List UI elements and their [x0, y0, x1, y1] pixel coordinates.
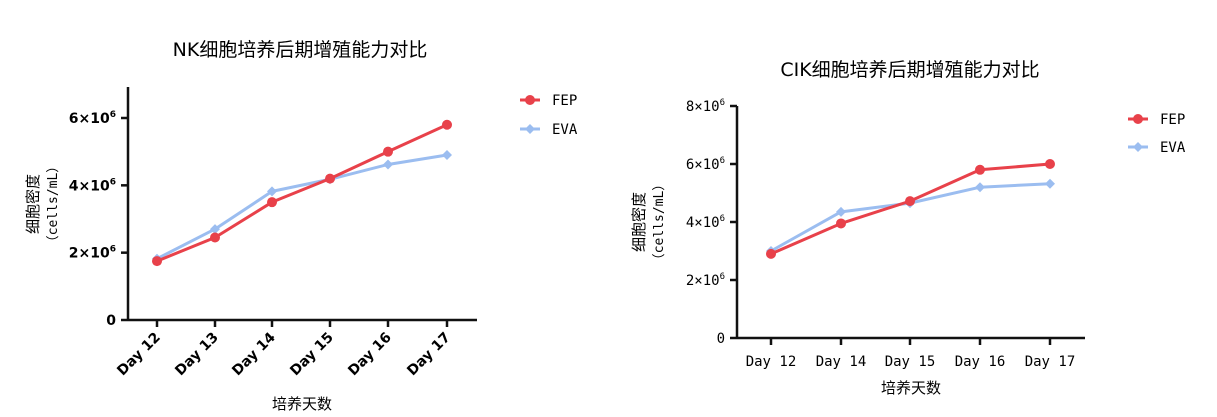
nk-eva-point	[210, 224, 220, 235]
nk-y-tick-exponent: 6	[110, 110, 116, 120]
cik-fep-point	[1045, 159, 1055, 169]
cik-legend-label-eva: EVA	[1160, 140, 1186, 156]
nk-legend-label-eva: EVA	[552, 122, 578, 138]
nk-x-tick-label: Day 14	[229, 329, 279, 379]
nk-x-tick-label: Day 16	[345, 330, 395, 380]
cik-chart-title: CIK细胞培养后期增殖能力对比	[780, 59, 1039, 81]
cik-ylabel: 细胞密度	[630, 192, 648, 252]
cik-fep-point	[905, 196, 915, 207]
cik-x-tick-label: Day 14	[816, 354, 867, 370]
cik-chart: CIK细胞培养后期增殖能力对比 0 2×106 4×106 6×106 8×106 Da…	[630, 59, 1186, 397]
nk-y-ticks: 0 2×106 4×106 6×106	[69, 110, 128, 329]
nk-y-tick-exponent: 6	[110, 245, 116, 255]
nk-y-tick-label: 0	[106, 313, 116, 329]
nk-eva-point	[442, 150, 452, 161]
cik-y-tick-exponent: 6	[720, 272, 725, 282]
cik-ylabel-unit: （cells/mL）	[652, 178, 667, 267]
cik-eva-point	[836, 206, 846, 217]
cik-x-tick-label: Day 16	[955, 354, 1006, 370]
nk-legend: FEP EVA	[520, 93, 578, 138]
cik-y-tick-label: 8×106	[686, 98, 725, 115]
nk-legend-marker-eva	[525, 124, 535, 134]
nk-y-tick-label: 2×106	[69, 245, 116, 262]
nk-fep-point	[325, 173, 335, 184]
nk-legend-item-fep: FEP	[520, 93, 577, 109]
nk-y-tick-exponent: 6	[110, 177, 116, 187]
nk-fep-point	[383, 146, 393, 157]
cik-x-ticks: Day 12 Day 14 Day 15 Day 16 Day 17	[746, 338, 1076, 370]
nk-ylabel-unit: （cells/mL）	[46, 160, 61, 249]
cik-legend-marker-fep	[1133, 114, 1143, 124]
nk-y-tick-label: 4×106	[69, 177, 116, 194]
cik-y-ticks: 0 2×106 4×106 6×106 8×106	[686, 98, 737, 347]
nk-legend-item-eva: EVA	[520, 122, 578, 138]
nk-eva-line	[156, 153, 448, 261]
cik-legend-item-fep: FEP	[1128, 112, 1185, 128]
cik-fep-point	[975, 164, 985, 175]
nk-fep-point	[210, 232, 220, 243]
nk-x-tick-label: Day 12	[114, 330, 164, 380]
cik-y-tick-exponent: 6	[720, 214, 725, 224]
nk-fep-point	[267, 197, 277, 208]
cik-legend-item-eva: EVA	[1128, 140, 1186, 156]
nk-eva-point	[267, 186, 277, 197]
nk-x-tick-label: Day 15	[287, 330, 337, 380]
cik-fep-line	[770, 162, 1051, 256]
cik-fep-point	[836, 218, 846, 229]
nk-series	[152, 119, 452, 267]
cik-x-tick-label: Day 12	[746, 354, 797, 370]
nk-y-tick-label: 6×106	[69, 110, 116, 127]
nk-fep-point	[442, 119, 452, 130]
cik-eva-line	[770, 182, 1051, 253]
nk-x-tick-label: Day 17	[404, 330, 454, 380]
cik-y-tick-label: 0	[717, 331, 725, 347]
nk-fep-line	[156, 123, 448, 263]
nk-chart-title: NK细胞培养后期增殖能力对比	[173, 39, 428, 61]
nk-xlabel: 培养天数	[272, 395, 332, 413]
cik-legend: FEP EVA	[1128, 112, 1186, 156]
cik-y-tick-exponent: 6	[720, 156, 725, 166]
cik-eva-point	[1045, 178, 1055, 189]
cik-legend-label-fep: FEP	[1160, 112, 1185, 128]
cik-eva-point	[975, 182, 985, 193]
cik-y-tick-label: 2×106	[686, 272, 725, 289]
nk-axes	[126, 87, 477, 322]
nk-legend-label-fep: FEP	[552, 93, 577, 109]
cik-xlabel: 培养天数	[881, 379, 941, 397]
cik-x-tick-label: Day 15	[885, 354, 936, 370]
cik-y-axis-title: 细胞密度 （cells/mL）	[630, 178, 667, 267]
cik-y-tick-exponent: 6	[720, 98, 725, 108]
nk-fep-point	[152, 256, 162, 267]
nk-ylabel: 细胞密度	[24, 174, 42, 234]
cik-legend-marker-eva	[1133, 142, 1143, 152]
cik-x-tick-label: Day 17	[1025, 354, 1076, 370]
nk-eva-point	[383, 159, 393, 170]
nk-x-ticks: Day 12 Day 13 Day 14 Day 15 Day 16 Day 17	[114, 320, 454, 379]
cik-series	[766, 159, 1055, 259]
cik-axes	[735, 106, 1085, 340]
cik-y-tick-label: 4×106	[686, 214, 725, 231]
nk-legend-marker-fep	[525, 95, 535, 105]
nk-x-tick-label: Day 13	[172, 330, 222, 380]
cik-y-tick-label: 6×106	[686, 156, 725, 173]
cik-fep-point	[766, 248, 776, 259]
nk-y-axis-title: 细胞密度 （cells/mL）	[24, 160, 61, 249]
